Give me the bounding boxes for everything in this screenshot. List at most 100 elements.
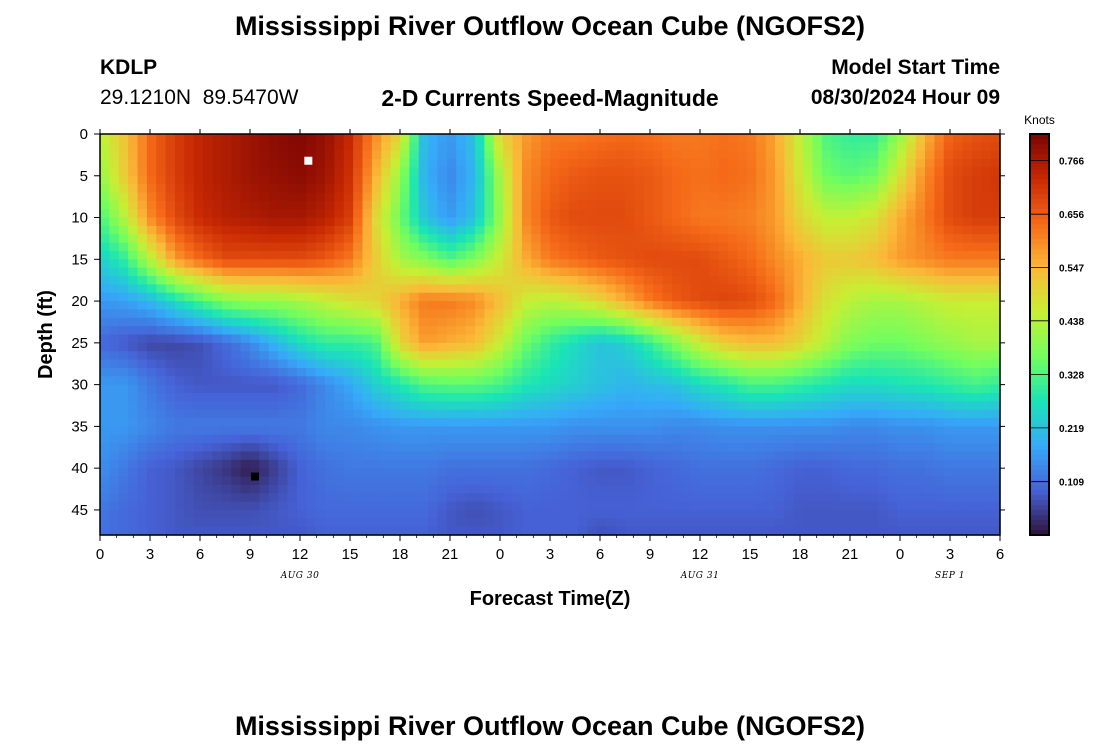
heatmap-cell <box>531 292 542 302</box>
colorbar-segment <box>1030 254 1049 260</box>
heatmap-cell <box>418 376 429 386</box>
heatmap-cell <box>653 342 664 352</box>
heatmap-cell <box>812 284 823 294</box>
heatmap-cell <box>109 200 120 210</box>
heatmap-cell <box>653 451 664 461</box>
heatmap-cell <box>325 250 335 260</box>
heatmap-cell <box>381 443 392 453</box>
heatmap-cell <box>418 242 429 252</box>
heatmap-cell <box>756 159 767 169</box>
heatmap-cell <box>503 167 514 177</box>
heatmap-cell <box>615 443 626 453</box>
heatmap-cell <box>456 159 467 169</box>
heatmap-cell <box>484 225 495 235</box>
heatmap-cell <box>578 200 589 210</box>
heatmap-cell <box>484 234 495 244</box>
heatmap-cell <box>671 301 682 311</box>
heatmap-cell <box>456 409 467 419</box>
heatmap-cell <box>775 484 785 494</box>
heatmap-cell <box>165 509 176 519</box>
heatmap-cell <box>559 392 570 402</box>
heatmap-cell <box>381 518 392 528</box>
heatmap-cell <box>812 317 823 327</box>
heatmap-cell <box>934 484 945 494</box>
heatmap-cell <box>203 267 214 277</box>
heatmap-cell <box>409 309 420 319</box>
heatmap-cell <box>362 134 373 143</box>
heatmap-cell <box>831 276 842 285</box>
heatmap-cell <box>418 359 429 369</box>
heatmap-cell <box>953 509 964 519</box>
heatmap-cell <box>896 167 907 177</box>
heatmap-cell <box>915 326 926 336</box>
heatmap-cell <box>709 342 720 352</box>
heatmap-cell <box>446 501 457 511</box>
heatmap-cell <box>700 309 710 319</box>
heatmap-cell <box>803 317 814 327</box>
heatmap-cell <box>531 200 542 210</box>
heatmap-cell <box>465 192 476 202</box>
heatmap-cell <box>353 451 364 461</box>
heatmap-cell <box>165 426 176 436</box>
heatmap-cell <box>203 192 214 202</box>
heatmap-cell <box>381 509 392 519</box>
heatmap-cell <box>465 242 476 252</box>
heatmap-cell <box>259 284 270 294</box>
colorbar-segment <box>1030 354 1049 361</box>
heatmap-cell <box>221 351 232 361</box>
heatmap-cell <box>165 359 176 369</box>
heatmap-cell <box>653 159 664 169</box>
heatmap-cell <box>653 418 664 427</box>
heatmap-cell <box>859 334 870 344</box>
heatmap-cell <box>165 200 176 210</box>
heatmap-cell <box>521 284 532 294</box>
heatmap-cell <box>634 459 645 469</box>
heatmap-cell <box>568 392 579 402</box>
heatmap-cell <box>550 342 560 352</box>
heatmap-cell <box>165 392 176 402</box>
heatmap-cell <box>128 418 139 427</box>
heatmap-cell <box>259 443 270 453</box>
heatmap-cell <box>596 359 607 369</box>
heatmap-cell <box>831 267 842 277</box>
heatmap-cell <box>803 351 814 361</box>
heatmap-cell <box>156 476 167 486</box>
heatmap-cell <box>343 167 354 177</box>
heatmap-cell <box>943 150 954 160</box>
heatmap-cell <box>465 342 476 352</box>
heatmap-cell <box>268 309 279 319</box>
heatmap-cell <box>775 317 785 327</box>
heatmap-cell <box>250 284 260 294</box>
heatmap-cell <box>278 167 289 177</box>
heatmap-cell <box>746 184 757 194</box>
heatmap-cell <box>868 434 879 444</box>
heatmap-cell <box>728 493 739 503</box>
heatmap-cell <box>887 242 898 252</box>
heatmap-cell <box>868 184 879 194</box>
heatmap-cell <box>840 167 851 177</box>
heatmap-cell <box>231 509 242 519</box>
heatmap-cell <box>325 376 335 386</box>
heatmap-cell <box>287 459 298 469</box>
heatmap-cell <box>737 150 748 160</box>
heatmap-cell <box>746 401 757 411</box>
heatmap-cell <box>521 242 532 252</box>
heatmap-cell <box>221 359 232 369</box>
heatmap-cell <box>596 150 607 160</box>
heatmap-cell <box>212 359 223 369</box>
heatmap-cell <box>887 150 898 160</box>
heatmap-cell <box>353 426 364 436</box>
heatmap-cell <box>878 518 889 528</box>
heatmap-cell <box>250 225 260 235</box>
heatmap-cell <box>503 384 514 394</box>
heatmap-cell <box>540 284 551 294</box>
heatmap-cell <box>812 359 823 369</box>
heatmap-cell <box>709 192 720 202</box>
heatmap-cell <box>821 459 832 469</box>
heatmap-cell <box>578 259 589 269</box>
heatmap-cell <box>746 234 757 244</box>
heatmap-cell <box>512 309 523 319</box>
heatmap-cell <box>550 426 560 436</box>
heatmap-cell <box>925 167 935 177</box>
heatmap-cell <box>437 518 448 528</box>
